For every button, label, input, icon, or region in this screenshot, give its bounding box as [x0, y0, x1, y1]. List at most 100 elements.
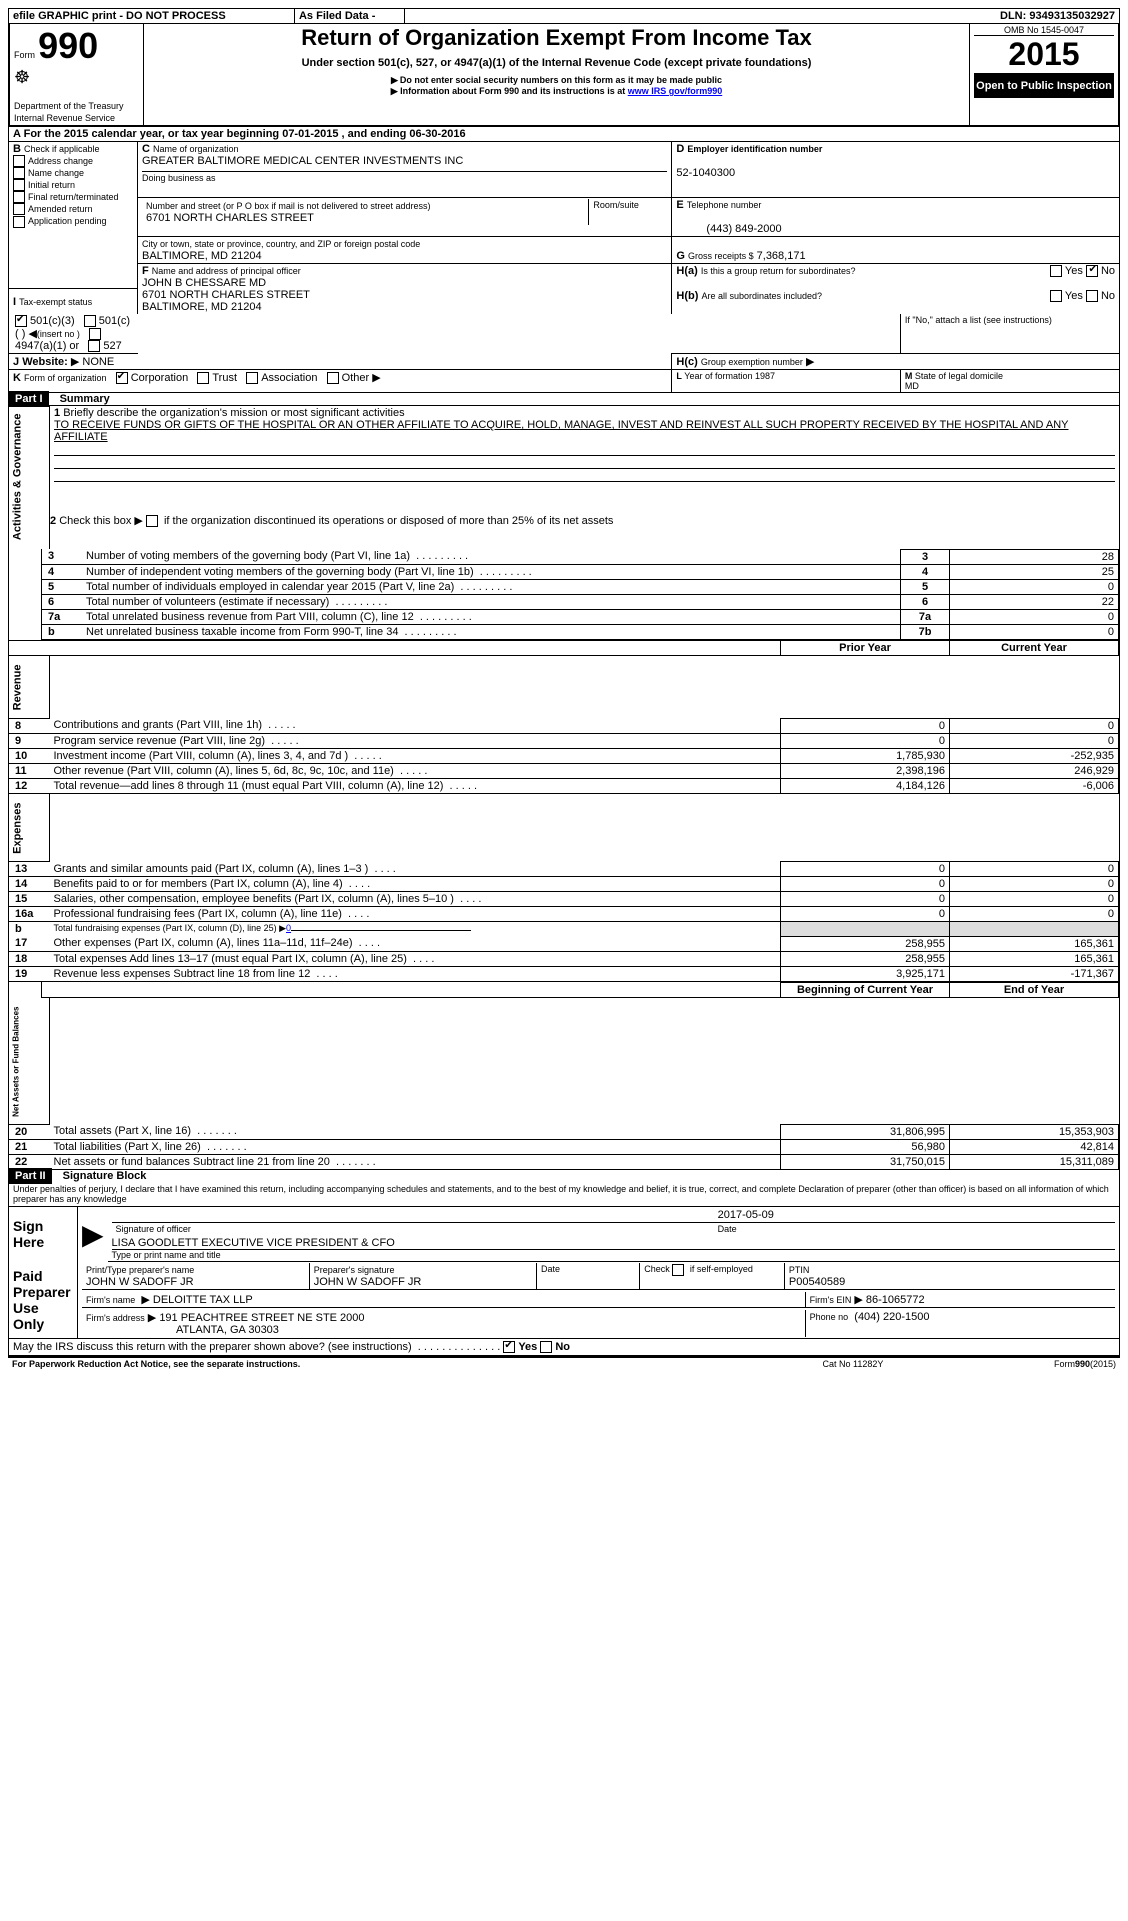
rev-prior: 0 [781, 733, 950, 748]
527-checkbox[interactable] [88, 340, 100, 352]
form-subtitle: Under section 501(c), 527, or 4947(a)(1)… [148, 57, 965, 69]
rev-current: 0 [950, 733, 1119, 748]
4947-checkbox[interactable] [89, 328, 101, 340]
state-domicile: MD [905, 381, 919, 391]
form-label: Form [14, 50, 35, 60]
firm-name: DELOITTE TAX LLP [153, 1294, 253, 1306]
exp-current: 0 [950, 862, 1119, 877]
vlabel-rev: Revenue [9, 656, 50, 718]
addr-change-checkbox[interactable] [13, 155, 25, 167]
501c3-checkbox[interactable] [15, 315, 27, 327]
form-footer: Form990(2015) [941, 1357, 1120, 1370]
self-employed-checkbox[interactable] [672, 1264, 684, 1276]
officer-city: BALTIMORE, MD 21204 [142, 301, 262, 313]
sub-yes-checkbox[interactable] [1050, 290, 1062, 302]
identity-section: A For the 2015 calendar year, or tax yea… [8, 127, 1120, 393]
firm-phone: (404) 220-1500 [854, 1311, 929, 1323]
prep-sig: JOHN W SADOFF JR [314, 1276, 422, 1288]
corp-checkbox[interactable] [116, 372, 128, 384]
501c-checkbox[interactable] [84, 315, 96, 327]
rev-current: 0 [950, 718, 1119, 733]
mission-text: TO RECEIVE FUNDS OR GIFTS OF THE HOSPITA… [54, 419, 1068, 443]
exp-prior: 0 [781, 862, 950, 877]
application-pending-checkbox[interactable] [13, 216, 25, 228]
other-checkbox[interactable] [327, 372, 339, 384]
gov-val: 25 [950, 564, 1119, 579]
exp-current: -171,367 [950, 966, 1119, 981]
rev-prior: 1,785,930 [781, 748, 950, 763]
part2: Part II Signature Block Under penalties … [8, 1170, 1120, 1356]
name-change-checkbox[interactable] [13, 167, 25, 179]
gov-val: 0 [950, 609, 1119, 624]
exp-current: 0 [950, 907, 1119, 922]
dln: DLN: 93493135032927 [960, 9, 1119, 24]
sig-date-val: 2017-05-09 [714, 1208, 1115, 1223]
vlabel-exp: Expenses [9, 794, 50, 862]
website: NONE [82, 356, 114, 368]
discuss-row: May the IRS discuss this return with the… [9, 1338, 1119, 1355]
period-text: For the 2015 calendar year, or tax year … [24, 128, 339, 140]
rev-current: -252,935 [950, 748, 1119, 763]
declaration: Under penalties of perjury, I declare th… [9, 1182, 1119, 1207]
officer-addr: 6701 NORTH CHARLES STREET [142, 289, 310, 301]
sub-no-checkbox[interactable] [1086, 290, 1098, 302]
efile-label: efile GRAPHIC print - DO NOT PROCESS [9, 9, 295, 24]
net-end: 15,311,089 [950, 1154, 1119, 1169]
form-number: 990 [38, 25, 98, 66]
form-title: Return of Organization Exempt From Incom… [148, 25, 965, 51]
city-state-zip: BALTIMORE, MD 21204 [142, 250, 262, 262]
net-end: 42,814 [950, 1139, 1119, 1154]
discuss-no-checkbox[interactable] [540, 1341, 552, 1353]
initial-return-checkbox[interactable] [13, 179, 25, 191]
phone: (443) 849-2000 [706, 223, 781, 235]
box-b: B Check if applicable Address change Nam… [9, 142, 138, 289]
amended-return-checkbox[interactable] [13, 203, 25, 215]
asfiled-label: As Filed Data - [294, 9, 404, 24]
ssn-note: Do not enter social security numbers on … [148, 75, 965, 86]
ptin: P00540589 [789, 1276, 845, 1288]
rev-prior: 2,398,196 [781, 763, 950, 778]
rev-current: 246,929 [950, 763, 1119, 778]
part1: Part I Summary Activities & Governance 1… [8, 393, 1120, 1170]
col-begin: Beginning of Current Year [781, 982, 950, 997]
discuss-yes-checkbox[interactable] [503, 1341, 515, 1353]
discontinued-checkbox[interactable] [146, 515, 158, 527]
trust-checkbox[interactable] [197, 372, 209, 384]
rev-prior: 0 [781, 718, 950, 733]
group-no-checkbox[interactable] [1086, 265, 1098, 277]
exp-prior: 258,955 [781, 951, 950, 966]
paperwork: For Paperwork Reduction Act Notice, see … [8, 1357, 765, 1370]
sign-here-label: Sign Here [9, 1207, 78, 1262]
exp-prior: 0 [781, 892, 950, 907]
q2-text: Check this box ▶ if the organization dis… [59, 515, 613, 527]
net-end: 15,353,903 [950, 1124, 1119, 1139]
exp-prior: 0 [781, 877, 950, 892]
col-end: End of Year [950, 982, 1119, 997]
part1-heading: Summary [60, 393, 110, 405]
firm-addr1: 191 PEACHTREE STREET NE STE 2000 [159, 1312, 364, 1324]
ein: 52-1040300 [676, 167, 735, 179]
exp-prior: 258,955 [781, 936, 950, 951]
col-prior: Prior Year [781, 640, 950, 655]
group-yes-checkbox[interactable] [1050, 265, 1062, 277]
year-formation: 1987 [755, 371, 775, 381]
final-return-checkbox[interactable] [13, 191, 25, 203]
paid-prep-label: Paid Preparer Use Only [9, 1261, 78, 1338]
vlabel-net: Net Assets or Fund Balances [9, 998, 50, 1125]
rev-prior: 4,184,126 [781, 778, 950, 793]
assoc-checkbox[interactable] [246, 372, 258, 384]
top-bar: efile GRAPHIC print - DO NOT PROCESS As … [8, 8, 1120, 24]
gov-val: 0 [950, 579, 1119, 594]
prep-name: JOHN W SADOFF JR [86, 1276, 194, 1288]
gross-receipts: 7,368,171 [757, 250, 806, 262]
open-inspection: Open to Public Inspection [974, 74, 1114, 98]
tax-year: 2015 [974, 36, 1114, 74]
exp-prior: 3,925,171 [781, 966, 950, 981]
dept: Department of the Treasury [14, 101, 124, 111]
firm-ein: 86-1065772 [866, 1294, 925, 1306]
net-begin: 31,806,995 [781, 1124, 950, 1139]
rev-current: -6,006 [950, 778, 1119, 793]
part1-label: Part I [9, 391, 49, 407]
gov-val: 28 [950, 549, 1119, 564]
net-begin: 56,980 [781, 1139, 950, 1154]
